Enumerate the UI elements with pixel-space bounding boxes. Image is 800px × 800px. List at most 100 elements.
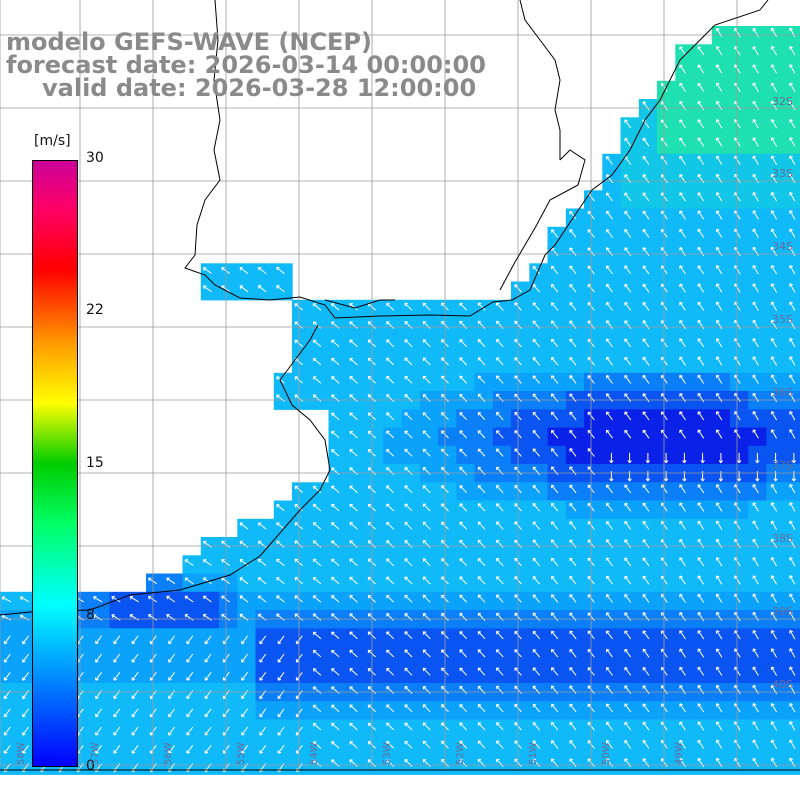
wind-arrow: [642, 192, 650, 202]
wind-arrow: [624, 210, 632, 220]
wind-arrow: [331, 430, 340, 439]
wind-arrow: [697, 429, 705, 439]
wind-arrow: [789, 739, 796, 749]
wind-arrow: [477, 740, 486, 749]
wind-arrow: [331, 339, 340, 348]
wind-arrow: [606, 484, 613, 494]
wind-arrow: [184, 577, 194, 585]
wind-arrow: [113, 726, 121, 736]
wind-arrow: [422, 649, 431, 658]
wind-arrow: [168, 672, 176, 681]
wind-arrow: [459, 302, 468, 311]
wind-arrow: [422, 558, 431, 567]
wind-arrow: [789, 301, 796, 311]
wind-arrow: [770, 265, 778, 275]
wind-arrow: [752, 593, 759, 603]
wind-arrow: [569, 557, 577, 567]
wind-arrow: [789, 593, 796, 603]
wind-arrow: [752, 228, 759, 238]
wind-arrow: [770, 173, 778, 184]
wind-arrow: [477, 430, 486, 439]
wind-arrow: [789, 410, 796, 421]
wind-arrow: [569, 283, 577, 293]
wind-arrow: [349, 595, 358, 603]
wind-arrow: [715, 356, 723, 366]
wind-arrow: [642, 301, 650, 311]
wind-arrow: [697, 82, 705, 92]
wind-arrow: [386, 339, 395, 348]
wind-arrow: [186, 635, 194, 645]
wind-arrow: [773, 452, 778, 464]
wind-arrow: [22, 635, 30, 645]
wind-arrow: [312, 741, 322, 749]
wind-arrow: [679, 247, 686, 257]
wind-arrow: [259, 708, 267, 718]
wind-arrow: [239, 285, 249, 293]
wind-arrow: [386, 649, 395, 658]
wind-arrow: [477, 503, 486, 512]
wind-arrow: [789, 611, 796, 622]
wind-arrow: [569, 229, 577, 238]
wind-arrow: [752, 502, 759, 512]
wind-arrow: [679, 484, 686, 494]
wind-arrow: [791, 452, 797, 464]
wind-arrow: [697, 648, 705, 658]
wind-arrow: [697, 502, 705, 512]
wind-arrow: [259, 672, 267, 681]
wind-arrow: [331, 631, 340, 640]
wind-arrow: [113, 672, 121, 681]
wind-arrow: [752, 630, 759, 640]
wind-arrow: [551, 338, 559, 348]
wind-arrow: [312, 376, 322, 384]
wind-arrow: [770, 301, 778, 311]
wind-arrow: [386, 503, 395, 512]
wind-arrow: [241, 672, 249, 681]
wind-arrow: [752, 192, 759, 202]
colorbar-units: [m/s]: [34, 133, 71, 149]
wind-arrow: [679, 210, 686, 220]
wind-arrow: [697, 46, 705, 56]
wind-arrow: [715, 630, 723, 640]
wind-arrow: [477, 722, 486, 731]
wind-arrow: [789, 374, 796, 384]
wind-arrow: [459, 576, 468, 585]
wind-arrow: [606, 229, 613, 238]
wind-arrow: [312, 339, 322, 348]
wind-arrow: [627, 452, 632, 464]
wind-arrow: [202, 285, 212, 293]
wind-arrow: [624, 575, 632, 585]
wind-arrow: [3, 672, 11, 681]
wind-arrow: [679, 502, 686, 512]
wind-arrow: [624, 484, 632, 494]
wind-arrow: [168, 708, 176, 718]
wind-cell: [784, 153, 800, 173]
wind-arrow: [679, 155, 686, 165]
wind-arrow: [95, 672, 103, 681]
wind-cell: [784, 208, 800, 228]
wind-arrow: [257, 559, 267, 566]
wind-arrow: [770, 429, 778, 439]
wind-cell: [784, 500, 800, 520]
wind-arrow: [551, 612, 559, 622]
wind-arrow: [770, 319, 778, 330]
wind-arrow: [752, 666, 759, 676]
wind-arrow: [95, 653, 103, 663]
wind-arrow: [349, 430, 358, 439]
lat-label: 39S: [772, 605, 793, 618]
wind-arrow: [789, 264, 796, 275]
wind-arrow: [697, 557, 705, 567]
wind-arrow: [624, 192, 632, 202]
wind-arrow: [477, 302, 486, 311]
wind-arrow: [532, 557, 541, 567]
lon-label: 49W: [674, 742, 685, 765]
wind-arrow: [168, 635, 176, 645]
wind-arrow: [789, 337, 796, 348]
colorbar-tick-15: 15: [86, 455, 104, 471]
wind-arrow: [715, 283, 723, 293]
wind-arrow: [679, 429, 686, 439]
wind-arrow: [184, 595, 194, 603]
wind-arrow: [259, 745, 267, 754]
wind-arrow: [404, 448, 413, 457]
wind-arrow: [679, 192, 686, 202]
wind-arrow: [682, 452, 687, 464]
